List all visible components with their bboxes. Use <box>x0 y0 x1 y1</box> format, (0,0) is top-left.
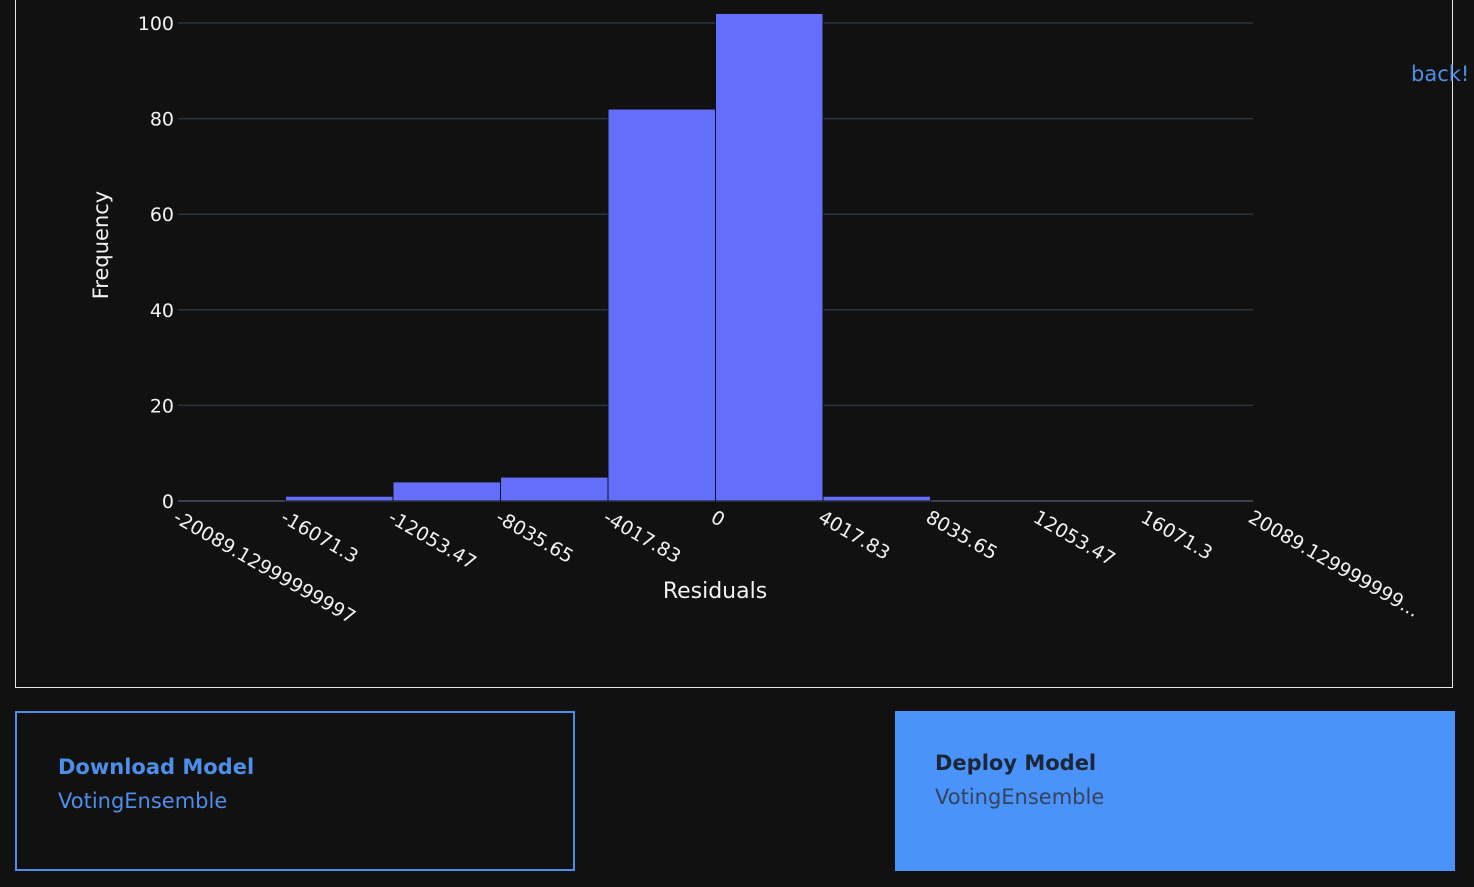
download-model-name: VotingEnsemble <box>58 789 228 813</box>
download-model-button[interactable]: Download Model VotingEnsemble <box>15 711 575 871</box>
x-tick-label: 8035.65 <box>922 506 1001 564</box>
x-tick-label: 12053.47 <box>1030 506 1120 570</box>
histogram-bars <box>285 12 931 502</box>
x-tick-label: -4017.83 <box>600 506 685 568</box>
x-tick-label: 20089.129999999... <box>1245 506 1423 622</box>
y-tick-label: 0 <box>162 491 174 513</box>
y-tick-label: 20 <box>150 395 174 417</box>
histogram-bar-4[interactable] <box>607 108 716 502</box>
y-tick-label: 80 <box>150 109 174 131</box>
x-tick-label: 4017.83 <box>815 506 894 564</box>
deploy-model-title: Deploy Model <box>935 751 1097 775</box>
deploy-model-name: VotingEnsemble <box>935 785 1105 809</box>
x-tick-label: 16071.3 <box>1137 506 1216 564</box>
histogram-bar-5[interactable] <box>715 12 824 502</box>
y-tick-labels: 0 20 40 60 80 100 <box>138 13 174 513</box>
residuals-chart-panel <box>15 0 1453 688</box>
histogram-bar-1[interactable] <box>285 495 394 502</box>
x-tick-label: -16071.3 <box>277 506 362 568</box>
histogram-bar-6[interactable] <box>822 495 931 502</box>
histogram-bar-3[interactable] <box>500 476 609 502</box>
x-tick-label: 0 <box>707 506 728 531</box>
x-tick-labels: -20089.12999999997-16071.3 -12053.47 -8035… <box>170 506 1423 628</box>
y-tick-label: 60 <box>150 204 174 226</box>
y-tick-label: 40 <box>150 300 174 322</box>
y-tick-label: 100 <box>138 13 174 35</box>
x-tick-label: -20089.12999999997 <box>170 506 360 628</box>
back-link[interactable]: back! <box>1411 62 1470 86</box>
x-axis-title: Residuals <box>663 579 767 604</box>
x-tick-label: -8035.65 <box>492 506 577 568</box>
download-model-title: Download Model <box>58 755 255 779</box>
x-tick-label: -12053.47 <box>385 506 480 574</box>
deploy-model-button[interactable]: Deploy Model VotingEnsemble <box>895 711 1455 871</box>
y-axis-title: Frequency <box>89 191 113 300</box>
histogram-bar-2[interactable] <box>392 481 502 502</box>
